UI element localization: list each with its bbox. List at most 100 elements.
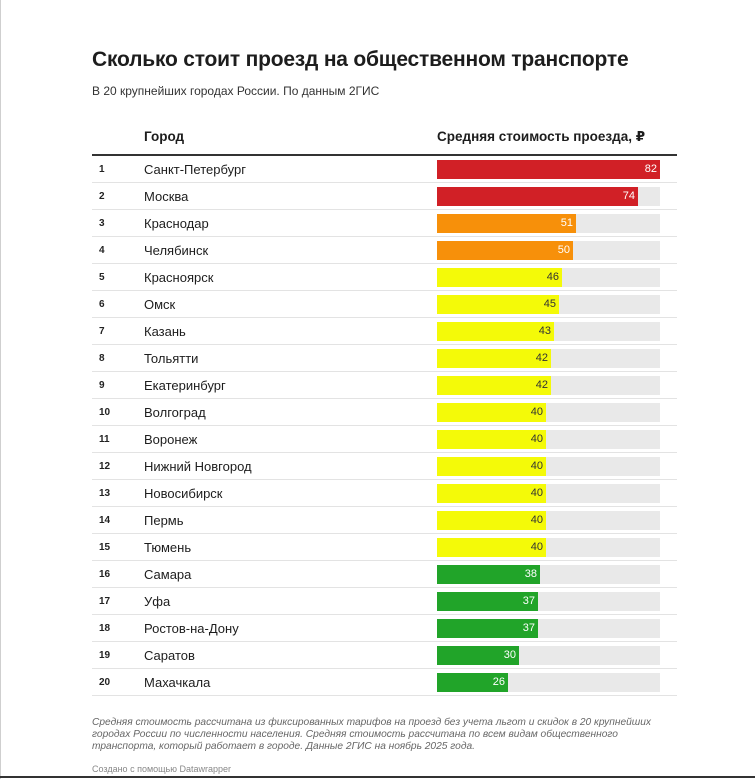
chart-subtitle: В 20 крупнейших городах России. По данны… xyxy=(92,84,380,98)
bar-track: 43 xyxy=(437,322,660,341)
header-divider xyxy=(92,154,677,156)
table-row: 12 Нижний Новгород 40 xyxy=(92,453,677,480)
bar xyxy=(437,592,538,611)
bar-track: 26 xyxy=(437,673,660,692)
bar-track: 42 xyxy=(437,376,660,395)
bar xyxy=(437,376,551,395)
row-rank: 19 xyxy=(99,650,111,661)
table-row: 11 Воронеж 40 xyxy=(92,426,677,453)
table-row: 17 Уфа 37 xyxy=(92,588,677,615)
bar-value-label: 50 xyxy=(557,244,570,256)
bar xyxy=(437,322,554,341)
bar xyxy=(437,160,660,179)
table-row: 15 Тюмень 40 xyxy=(92,534,677,561)
bar-value-label: 40 xyxy=(530,460,543,472)
row-rank: 20 xyxy=(99,677,111,688)
table-row: 13 Новосибирск 40 xyxy=(92,480,677,507)
table-row: 18 Ростов-на-Дону 37 xyxy=(92,615,677,642)
bar-track: 40 xyxy=(437,457,660,476)
bar-value-label: 40 xyxy=(530,406,543,418)
bar-track: 50 xyxy=(437,241,660,260)
bar xyxy=(437,646,519,665)
bar-value-label: 74 xyxy=(622,190,635,202)
bar-value-label: 40 xyxy=(530,514,543,526)
table-row: 4 Челябинск 50 xyxy=(92,237,677,264)
bar-track: 40 xyxy=(437,403,660,422)
bar-track: 40 xyxy=(437,511,660,530)
row-city: Санкт-Петербург xyxy=(144,162,246,177)
bar-value-label: 40 xyxy=(530,487,543,499)
bar xyxy=(437,430,546,449)
row-rank: 14 xyxy=(99,515,111,526)
row-rank: 18 xyxy=(99,623,111,634)
bar-track: 82 xyxy=(437,160,660,179)
row-rank: 12 xyxy=(99,461,111,472)
row-rank: 11 xyxy=(99,434,110,445)
table-body: 1 Санкт-Петербург 82 2 Москва 74 3 Краснодар 51 4… xyxy=(92,156,677,696)
row-city: Москва xyxy=(144,189,189,204)
row-city: Екатеринбург xyxy=(144,378,226,393)
bar xyxy=(437,484,546,503)
bar-track: 40 xyxy=(437,538,660,557)
bar xyxy=(437,538,546,557)
bar xyxy=(437,673,508,692)
bar-value-label: 45 xyxy=(543,298,556,310)
row-rank: 4 xyxy=(99,245,105,256)
row-rank: 3 xyxy=(99,218,105,229)
row-rank: 9 xyxy=(99,380,105,391)
row-city: Тольятти xyxy=(144,351,199,366)
row-city: Волгоград xyxy=(144,405,206,420)
row-city: Махачкала xyxy=(144,675,211,690)
bar xyxy=(437,295,559,314)
bar xyxy=(437,403,546,422)
bar-track: 42 xyxy=(437,349,660,368)
row-city: Краснодар xyxy=(144,216,209,231)
table-row: 19 Саратов 30 xyxy=(92,642,677,669)
row-city: Саратов xyxy=(144,648,195,663)
bar xyxy=(437,457,546,476)
row-rank: 7 xyxy=(99,326,105,337)
bar-value-label: 37 xyxy=(522,622,535,634)
row-city: Тюмень xyxy=(144,540,192,555)
bar-track: 40 xyxy=(437,484,660,503)
row-city: Уфа xyxy=(144,594,171,609)
bar xyxy=(437,241,573,260)
bar-value-label: 37 xyxy=(522,595,535,607)
row-city: Нижний Новгород xyxy=(144,459,252,474)
bar-value-label: 43 xyxy=(538,325,551,337)
bar-value-label: 51 xyxy=(560,217,573,229)
bar-value-label: 46 xyxy=(546,271,559,283)
row-city: Ростов-на-Дону xyxy=(144,621,239,636)
column-header-value[interactable]: Средняя стоимость проезда, ₽ xyxy=(437,129,646,144)
row-city: Новосибирск xyxy=(144,486,223,501)
table-row: 5 Красноярск 46 xyxy=(92,264,677,291)
bar-track: 37 xyxy=(437,619,660,638)
datawrapper-credit[interactable]: Создано с помощью Datawrapper xyxy=(92,764,232,774)
table-row: 9 Екатеринбург 42 xyxy=(92,372,677,399)
bar xyxy=(437,511,546,530)
bar-value-label: 26 xyxy=(492,676,505,688)
bar-track: 40 xyxy=(437,430,660,449)
row-city: Омск xyxy=(144,297,176,312)
table-row: 14 Пермь 40 xyxy=(92,507,677,534)
bar xyxy=(437,619,538,638)
chart-title: Сколько стоит проезд на общественном тра… xyxy=(92,48,629,71)
column-header-city[interactable]: Город xyxy=(144,129,185,144)
bar-track: 51 xyxy=(437,214,660,233)
bar-value-label: 40 xyxy=(530,433,543,445)
bar xyxy=(437,187,638,206)
table-row: 3 Краснодар 51 xyxy=(92,210,677,237)
bar-value-label: 38 xyxy=(524,568,537,580)
row-rank: 5 xyxy=(99,272,105,283)
row-rank: 10 xyxy=(99,407,111,418)
table-row: 6 Омск 45 xyxy=(92,291,677,318)
row-city: Красноярск xyxy=(144,270,214,285)
table-row: 8 Тольятти 42 xyxy=(92,345,677,372)
table-row: 1 Санкт-Петербург 82 xyxy=(92,156,677,183)
table-row: 7 Казань 43 xyxy=(92,318,677,345)
row-rank: 16 xyxy=(99,569,111,580)
bar-value-label: 40 xyxy=(530,541,543,553)
bar-track: 46 xyxy=(437,268,660,287)
row-city: Самара xyxy=(144,567,192,582)
frame-left-border xyxy=(0,0,1,779)
